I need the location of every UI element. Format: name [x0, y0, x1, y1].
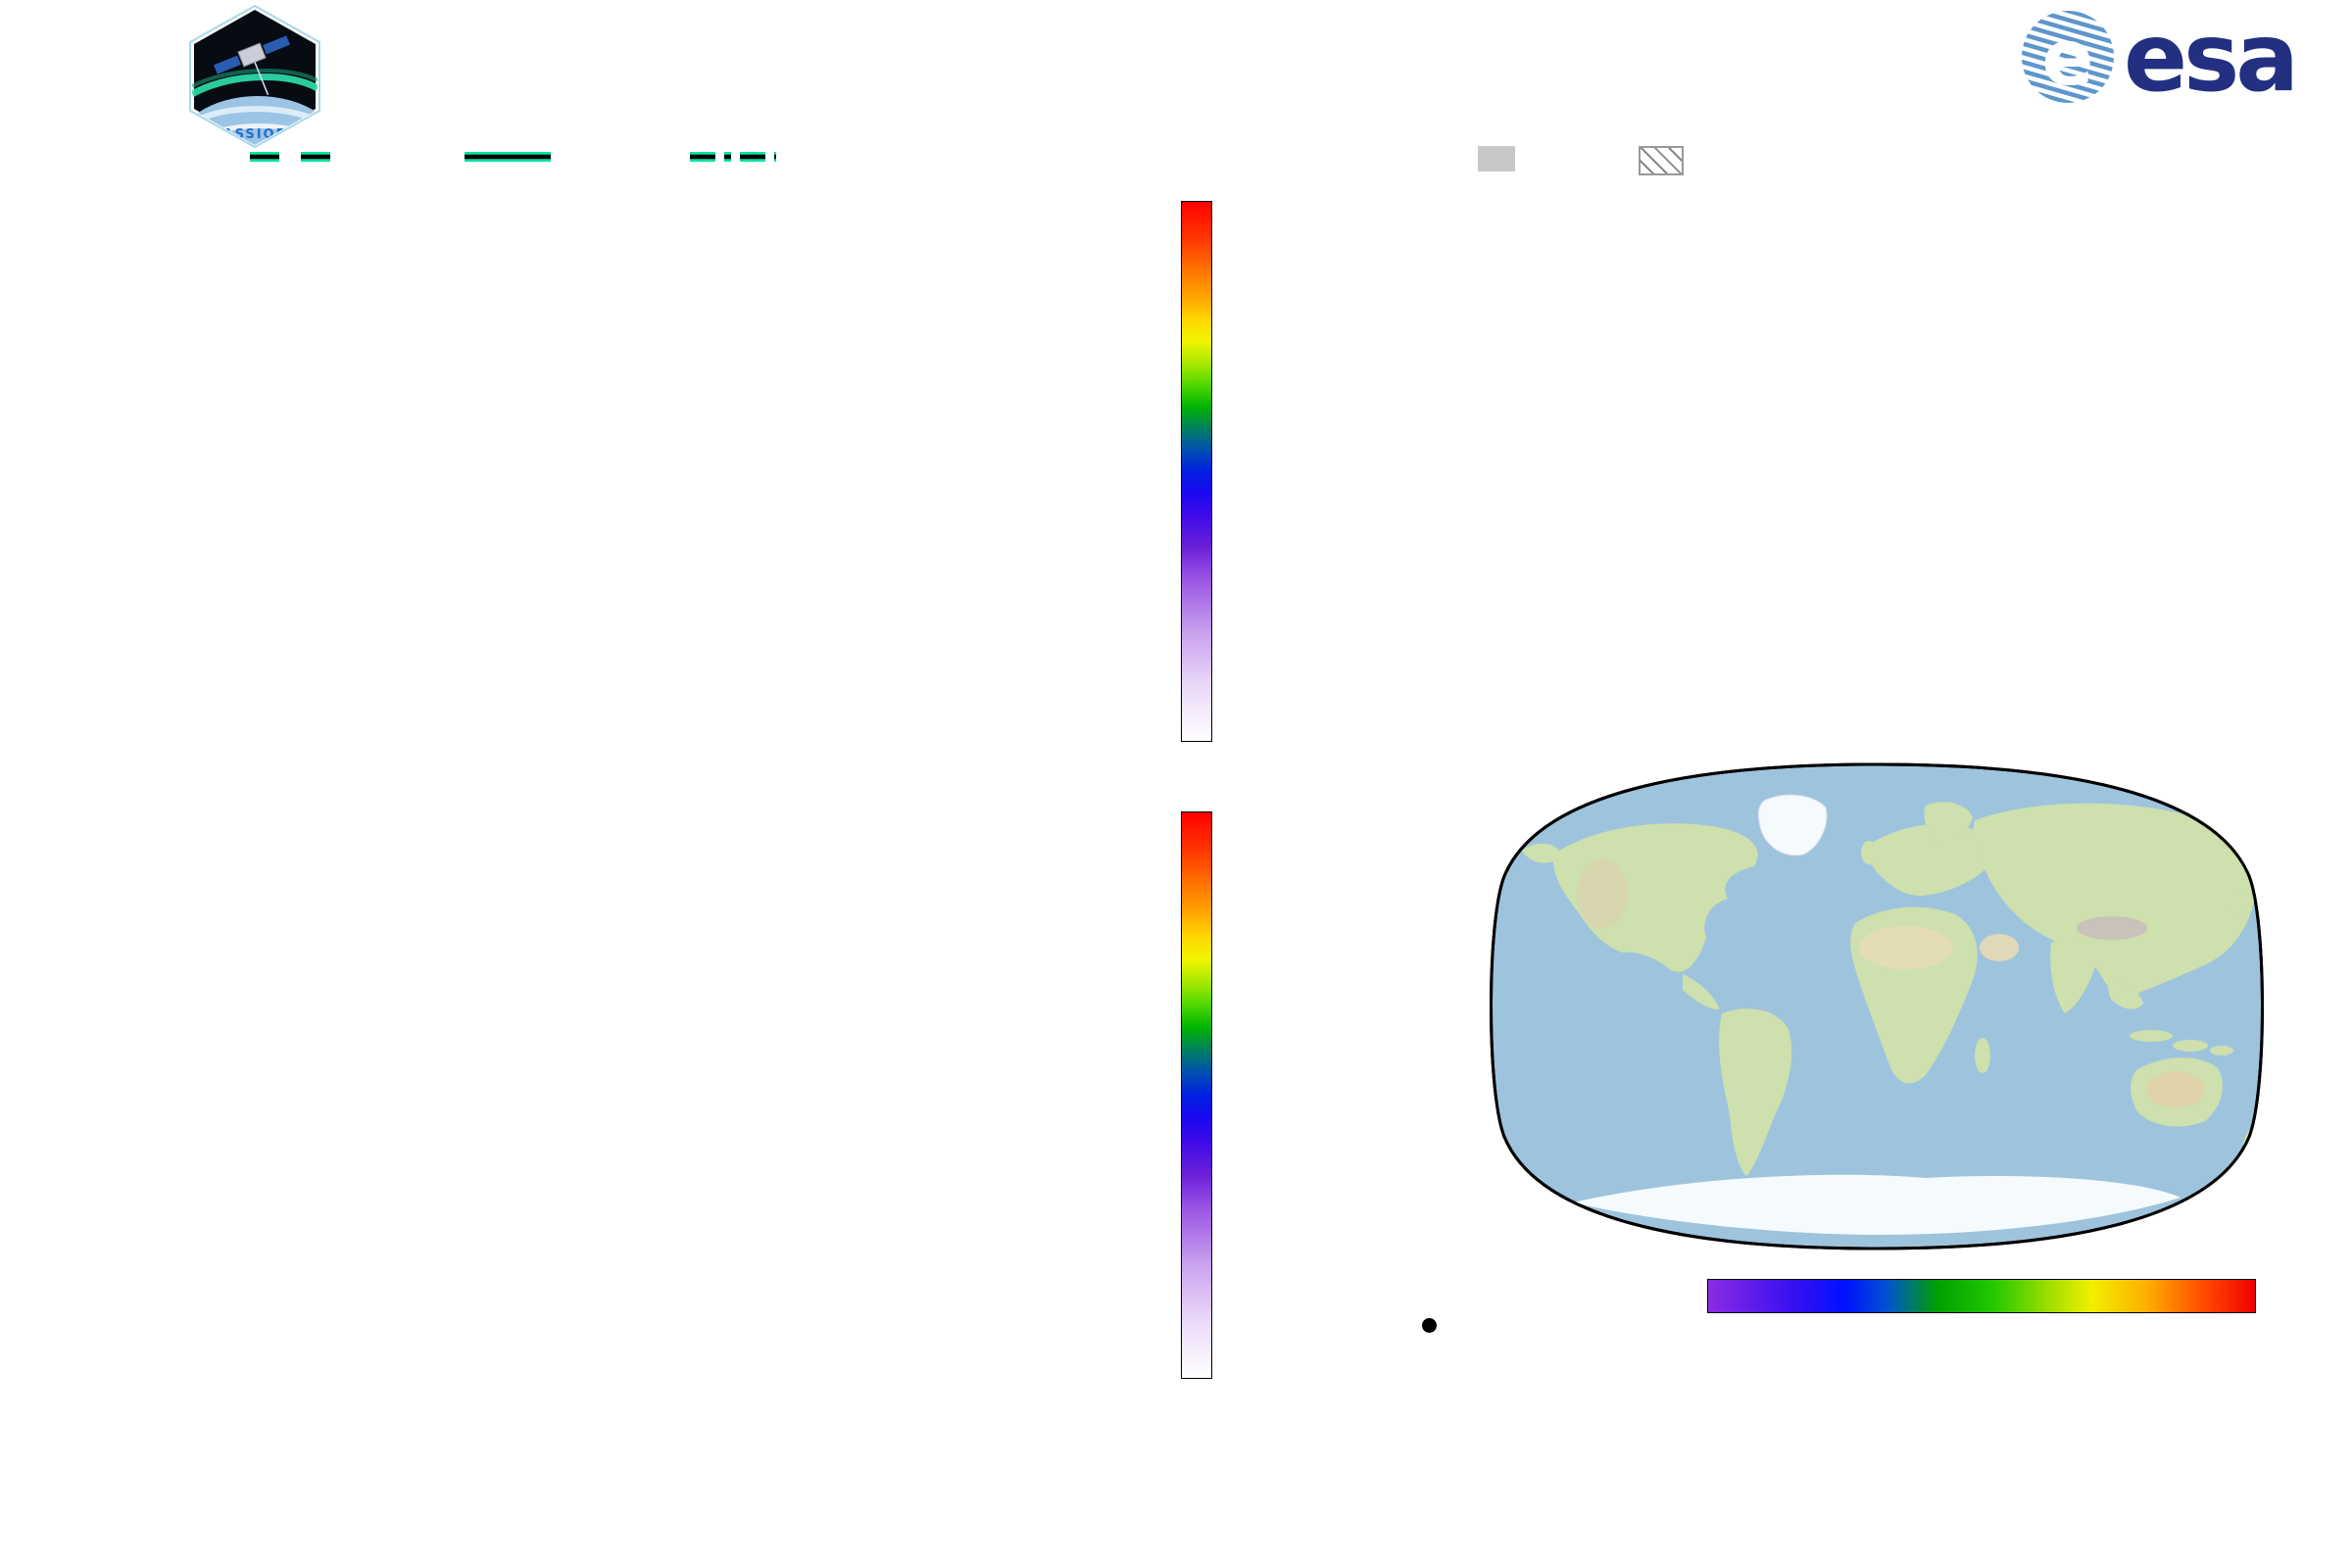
sensor-current-plot	[1448, 188, 2303, 464]
antiram-line-sample	[250, 152, 336, 162]
landmass-japan	[2230, 888, 2248, 919]
cassiope-mission-patch: CASSIOPE	[189, 4, 320, 149]
pixel-counts-colorbar	[1181, 201, 1212, 742]
toa-spectrogram-plot	[235, 778, 1070, 1349]
satellite-icon	[214, 35, 290, 96]
esa-wordmark: esa	[2124, 6, 2295, 108]
axis-intervals-dot-icon	[1422, 1318, 1437, 1333]
esa-logo: e esa	[2022, 6, 2299, 108]
landmass-se-asia	[2107, 981, 2143, 1009]
landmass-central-america	[1683, 974, 1720, 1010]
landmass-madagascar	[1975, 1038, 1990, 1073]
eclipse-swatch	[1478, 146, 1515, 172]
landmass-south-america	[1719, 1008, 1792, 1176]
counters-plot	[1448, 490, 2303, 699]
landmass-scandinavia	[1924, 802, 1973, 844]
svg-text:e: e	[2042, 15, 2094, 103]
landmass-greenland	[1757, 794, 1828, 857]
zenith-line-sample	[690, 152, 776, 162]
tof-counts-colorbar	[1181, 811, 1212, 1379]
world-map	[1490, 762, 2264, 1250]
landmass-europe	[1862, 823, 1994, 896]
bfield-line-sample	[465, 152, 551, 162]
sc-axis-spectrogram-plot	[235, 174, 1070, 756]
landmass-india	[2050, 939, 2097, 1013]
landmass-uk	[1861, 841, 1877, 864]
shadow-swatch	[1639, 146, 1684, 175]
altitude-colorbar	[1707, 1279, 2256, 1313]
landmass-antarctica	[1573, 1174, 2180, 1235]
landmass-asia	[1973, 803, 2257, 996]
landmass-alaska	[1522, 843, 1561, 863]
esa-globe-icon	[2022, 11, 2114, 103]
landmass-indonesia	[2130, 1030, 2173, 1042]
